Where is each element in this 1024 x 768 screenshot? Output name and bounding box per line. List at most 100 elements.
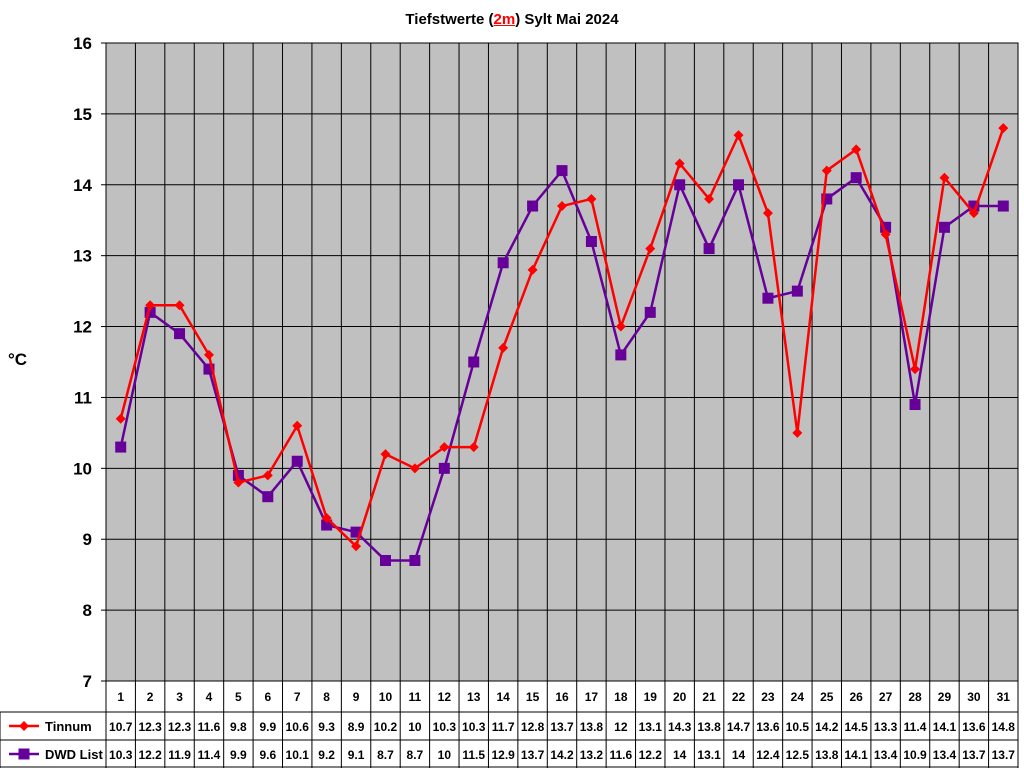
data-label: 11.6 bbox=[198, 720, 221, 734]
data-label: 13.2 bbox=[580, 748, 604, 762]
x-tick-label: 28 bbox=[908, 690, 922, 704]
x-tick-label: 29 bbox=[938, 690, 952, 704]
data-label: 9.9 bbox=[259, 720, 276, 734]
data-point bbox=[703, 243, 715, 255]
data-label: 12.4 bbox=[756, 748, 780, 762]
x-tick-label: 20 bbox=[673, 690, 687, 704]
data-label: 10 bbox=[408, 720, 422, 734]
data-label: 9.9 bbox=[230, 748, 247, 762]
x-tick-label: 13 bbox=[467, 690, 481, 704]
data-label: 12.5 bbox=[786, 748, 810, 762]
y-axis-label: °C bbox=[8, 350, 28, 369]
data-label: 8.9 bbox=[348, 720, 365, 734]
data-label: 12.2 bbox=[138, 748, 162, 762]
data-label: 12.3 bbox=[168, 720, 192, 734]
data-label: 14.1 bbox=[845, 748, 869, 762]
data-point bbox=[938, 221, 950, 233]
x-tick-label: 4 bbox=[206, 690, 213, 704]
data-point bbox=[880, 221, 892, 233]
data-point bbox=[145, 300, 156, 311]
data-point bbox=[409, 554, 421, 566]
data-label: 10.2 bbox=[374, 720, 398, 734]
y-tick-label: 15 bbox=[73, 105, 92, 124]
y-tick-label: 10 bbox=[73, 459, 92, 478]
y-tick-label: 11 bbox=[74, 388, 92, 407]
data-label: 11.5 bbox=[462, 748, 485, 762]
data-point bbox=[645, 243, 656, 254]
data-point bbox=[321, 519, 333, 531]
data-label: 12.9 bbox=[491, 748, 515, 762]
data-point bbox=[409, 463, 420, 474]
y-tick-label: 13 bbox=[73, 247, 92, 266]
data-label: 14.7 bbox=[727, 720, 751, 734]
chart-title-part-1: Tiefstwerte ( bbox=[405, 11, 494, 28]
data-point bbox=[18, 748, 30, 760]
data-point bbox=[527, 264, 538, 275]
data-point bbox=[762, 292, 774, 304]
data-label: 14.3 bbox=[668, 720, 692, 734]
x-tick-label: 5 bbox=[235, 690, 242, 704]
data-label: 13.7 bbox=[962, 748, 986, 762]
data-label: 10.3 bbox=[433, 720, 457, 734]
x-tick-label: 6 bbox=[264, 690, 271, 704]
data-label: 14.5 bbox=[845, 720, 869, 734]
data-label: 13.7 bbox=[992, 748, 1016, 762]
data-label: 11.4 bbox=[904, 720, 927, 734]
data-point bbox=[144, 306, 156, 318]
data-point bbox=[468, 356, 480, 368]
data-point bbox=[821, 193, 833, 205]
data-label: 11.7 bbox=[492, 720, 515, 734]
chart-title-highlight: 2m bbox=[493, 11, 516, 28]
legend-label: DWD List bbox=[45, 747, 103, 762]
plot-area bbox=[105, 42, 1019, 682]
data-point bbox=[909, 399, 921, 411]
data-label: 10.3 bbox=[462, 720, 486, 734]
data-label: 10.6 bbox=[286, 720, 310, 734]
data-label: 13.7 bbox=[550, 720, 574, 734]
data-point bbox=[380, 449, 391, 460]
x-tick-label: 1 bbox=[117, 690, 124, 704]
y-tick-label: 7 bbox=[83, 672, 92, 691]
x-tick-label: 8 bbox=[323, 690, 330, 704]
data-point bbox=[527, 200, 539, 212]
x-tick-label: 21 bbox=[702, 690, 716, 704]
y-tick-label: 12 bbox=[73, 318, 92, 337]
data-point bbox=[115, 441, 127, 453]
data-point bbox=[939, 172, 950, 183]
data-point bbox=[439, 442, 450, 453]
y-tick-label: 8 bbox=[83, 601, 92, 620]
data-point bbox=[292, 420, 303, 431]
data-label: 10.5 bbox=[786, 720, 810, 734]
data-point bbox=[498, 342, 509, 353]
data-label: 14.1 bbox=[933, 720, 957, 734]
data-point bbox=[497, 257, 509, 269]
legend-label: Tinnum bbox=[45, 719, 92, 734]
data-point bbox=[262, 491, 274, 503]
data-point bbox=[203, 363, 215, 375]
data-point bbox=[174, 328, 186, 340]
data-point bbox=[733, 179, 745, 191]
x-tick-label: 25 bbox=[820, 690, 834, 704]
data-point bbox=[674, 158, 685, 169]
x-tick-label: 15 bbox=[526, 690, 540, 704]
data-point bbox=[644, 306, 656, 318]
x-tick-label: 24 bbox=[791, 690, 805, 704]
data-point bbox=[791, 285, 803, 297]
data-point bbox=[291, 455, 303, 467]
data-label: 10 bbox=[438, 748, 452, 762]
data-label: 13.7 bbox=[521, 748, 545, 762]
data-point bbox=[586, 193, 597, 204]
x-tick-label: 19 bbox=[644, 690, 658, 704]
data-point bbox=[379, 554, 391, 566]
data-point bbox=[615, 349, 627, 361]
data-point bbox=[850, 172, 862, 184]
data-point bbox=[998, 123, 1009, 134]
data-point bbox=[19, 721, 29, 731]
data-point bbox=[174, 300, 185, 311]
x-tick-label: 27 bbox=[879, 690, 893, 704]
data-point bbox=[350, 526, 362, 538]
chart-title-part-3: ) Sylt Mai 2024 bbox=[515, 11, 619, 28]
data-point bbox=[792, 427, 803, 438]
data-label: 13.6 bbox=[962, 720, 986, 734]
